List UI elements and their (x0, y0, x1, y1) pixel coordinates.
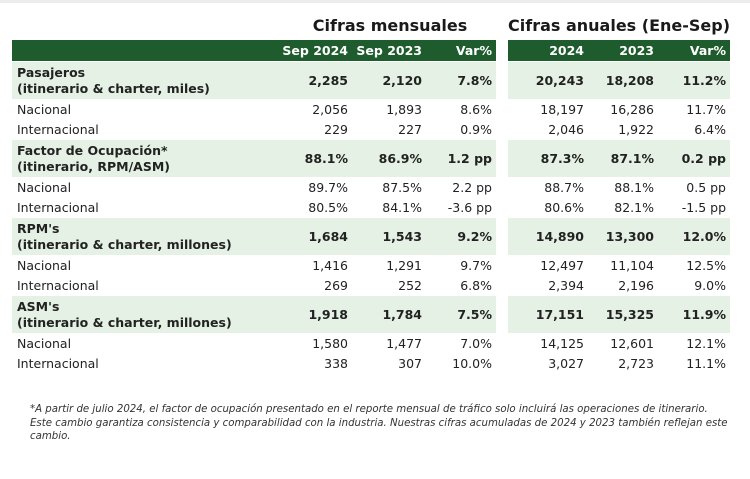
value-sep-2023: 252 (352, 276, 426, 295)
value-monthly-var: 9.2% (426, 218, 496, 255)
value-ytd-2024: 12,497 (508, 256, 588, 275)
value-annual-var: -1.5 pp (658, 198, 730, 217)
value-sep-2023: 84.1% (352, 198, 426, 217)
col-header-monthly-var: Var% (426, 40, 496, 61)
value-sep-2024: 2,056 (280, 100, 352, 119)
value-ytd-2024: 3,027 (508, 354, 588, 373)
segment-label: Internacional (12, 198, 280, 217)
value-ytd-2023: 13,300 (588, 218, 658, 255)
value-annual-var: 12.1% (658, 334, 730, 353)
segment-label: Internacional (12, 120, 280, 139)
value-ytd-2023: 88.1% (588, 178, 658, 197)
footnote: *A partir de julio 2024, el factor de oc… (30, 404, 728, 442)
value-annual-var: 11.7% (658, 100, 730, 119)
value-ytd-2024: 87.3% (508, 140, 588, 177)
value-sep-2024: 1,684 (280, 218, 352, 255)
value-monthly-var: 9.7% (426, 256, 496, 275)
value-ytd-2023: 15,325 (588, 296, 658, 333)
value-sep-2024: 338 (280, 354, 352, 373)
value-sep-2023: 87.5% (352, 178, 426, 197)
value-monthly-var: 8.6% (426, 100, 496, 119)
col-header-sep-2024: Sep 2024 (280, 40, 352, 61)
value-monthly-var: 1.2 pp (426, 140, 496, 177)
value-annual-var: 6.4% (658, 120, 730, 139)
value-ytd-2024: 17,151 (508, 296, 588, 333)
segment-label: Nacional (12, 100, 280, 119)
value-ytd-2023: 2,196 (588, 276, 658, 295)
segment-label: Nacional (12, 334, 280, 353)
segment-label: Nacional (12, 256, 280, 275)
metric-label: Factor de Ocupación* (itinerario, RPM/AS… (12, 140, 280, 177)
value-sep-2024: 1,580 (280, 334, 352, 353)
value-sep-2023: 1,893 (352, 100, 426, 119)
value-sep-2024: 89.7% (280, 178, 352, 197)
value-sep-2024: 2,285 (280, 62, 352, 99)
top-divider (0, 0, 750, 3)
value-annual-var: 11.2% (658, 62, 730, 99)
metric-label: Pasajeros (itinerario & charter, miles) (12, 62, 280, 99)
value-sep-2023: 307 (352, 354, 426, 373)
value-ytd-2024: 20,243 (508, 62, 588, 99)
value-sep-2024: 88.1% (280, 140, 352, 177)
value-sep-2023: 1,477 (352, 334, 426, 353)
value-ytd-2024: 88.7% (508, 178, 588, 197)
col-header-sep-2023: Sep 2023 (352, 40, 426, 61)
value-annual-var: 0.2 pp (658, 140, 730, 177)
metric-label: ASM's (itinerario & charter, millones) (12, 296, 280, 333)
value-sep-2024: 80.5% (280, 198, 352, 217)
value-ytd-2023: 11,104 (588, 256, 658, 275)
value-annual-var: 11.9% (658, 296, 730, 333)
segment-label: Internacional (12, 276, 280, 295)
value-ytd-2023: 2,723 (588, 354, 658, 373)
annual-group-title: Cifras anuales (Ene-Sep) (508, 16, 731, 35)
value-ytd-2023: 16,286 (588, 100, 658, 119)
col-header-ytd-2023: 2023 (588, 40, 658, 61)
value-sep-2023: 227 (352, 120, 426, 139)
value-sep-2023: 1,291 (352, 256, 426, 275)
value-ytd-2024: 2,394 (508, 276, 588, 295)
value-annual-var: 11.1% (658, 354, 730, 373)
col-header-ytd-2024: 2024 (508, 40, 588, 61)
value-sep-2024: 1,918 (280, 296, 352, 333)
value-ytd-2023: 87.1% (588, 140, 658, 177)
value-monthly-var: -3.6 pp (426, 198, 496, 217)
value-monthly-var: 7.8% (426, 62, 496, 99)
segment-label: Internacional (12, 354, 280, 373)
value-ytd-2024: 14,890 (508, 218, 588, 255)
monthly-group-title: Cifras mensuales (312, 16, 468, 35)
value-monthly-var: 0.9% (426, 120, 496, 139)
value-annual-var: 12.0% (658, 218, 730, 255)
value-sep-2023: 2,120 (352, 62, 426, 99)
value-sep-2024: 269 (280, 276, 352, 295)
value-sep-2024: 229 (280, 120, 352, 139)
value-monthly-var: 7.5% (426, 296, 496, 333)
value-ytd-2024: 18,197 (508, 100, 588, 119)
value-sep-2023: 1,784 (352, 296, 426, 333)
value-sep-2023: 86.9% (352, 140, 426, 177)
value-monthly-var: 10.0% (426, 354, 496, 373)
col-header-annual-var: Var% (658, 40, 730, 61)
value-sep-2024: 1,416 (280, 256, 352, 275)
value-ytd-2023: 82.1% (588, 198, 658, 217)
value-annual-var: 9.0% (658, 276, 730, 295)
value-ytd-2023: 1,922 (588, 120, 658, 139)
value-annual-var: 12.5% (658, 256, 730, 275)
value-monthly-var: 7.0% (426, 334, 496, 353)
value-ytd-2024: 80.6% (508, 198, 588, 217)
value-monthly-var: 6.8% (426, 276, 496, 295)
value-ytd-2023: 12,601 (588, 334, 658, 353)
value-monthly-var: 2.2 pp (426, 178, 496, 197)
segment-label: Nacional (12, 178, 280, 197)
value-ytd-2024: 14,125 (508, 334, 588, 353)
value-ytd-2023: 18,208 (588, 62, 658, 99)
metric-label: RPM's (itinerario & charter, millones) (12, 218, 280, 255)
value-sep-2023: 1,543 (352, 218, 426, 255)
value-annual-var: 0.5 pp (658, 178, 730, 197)
value-ytd-2024: 2,046 (508, 120, 588, 139)
